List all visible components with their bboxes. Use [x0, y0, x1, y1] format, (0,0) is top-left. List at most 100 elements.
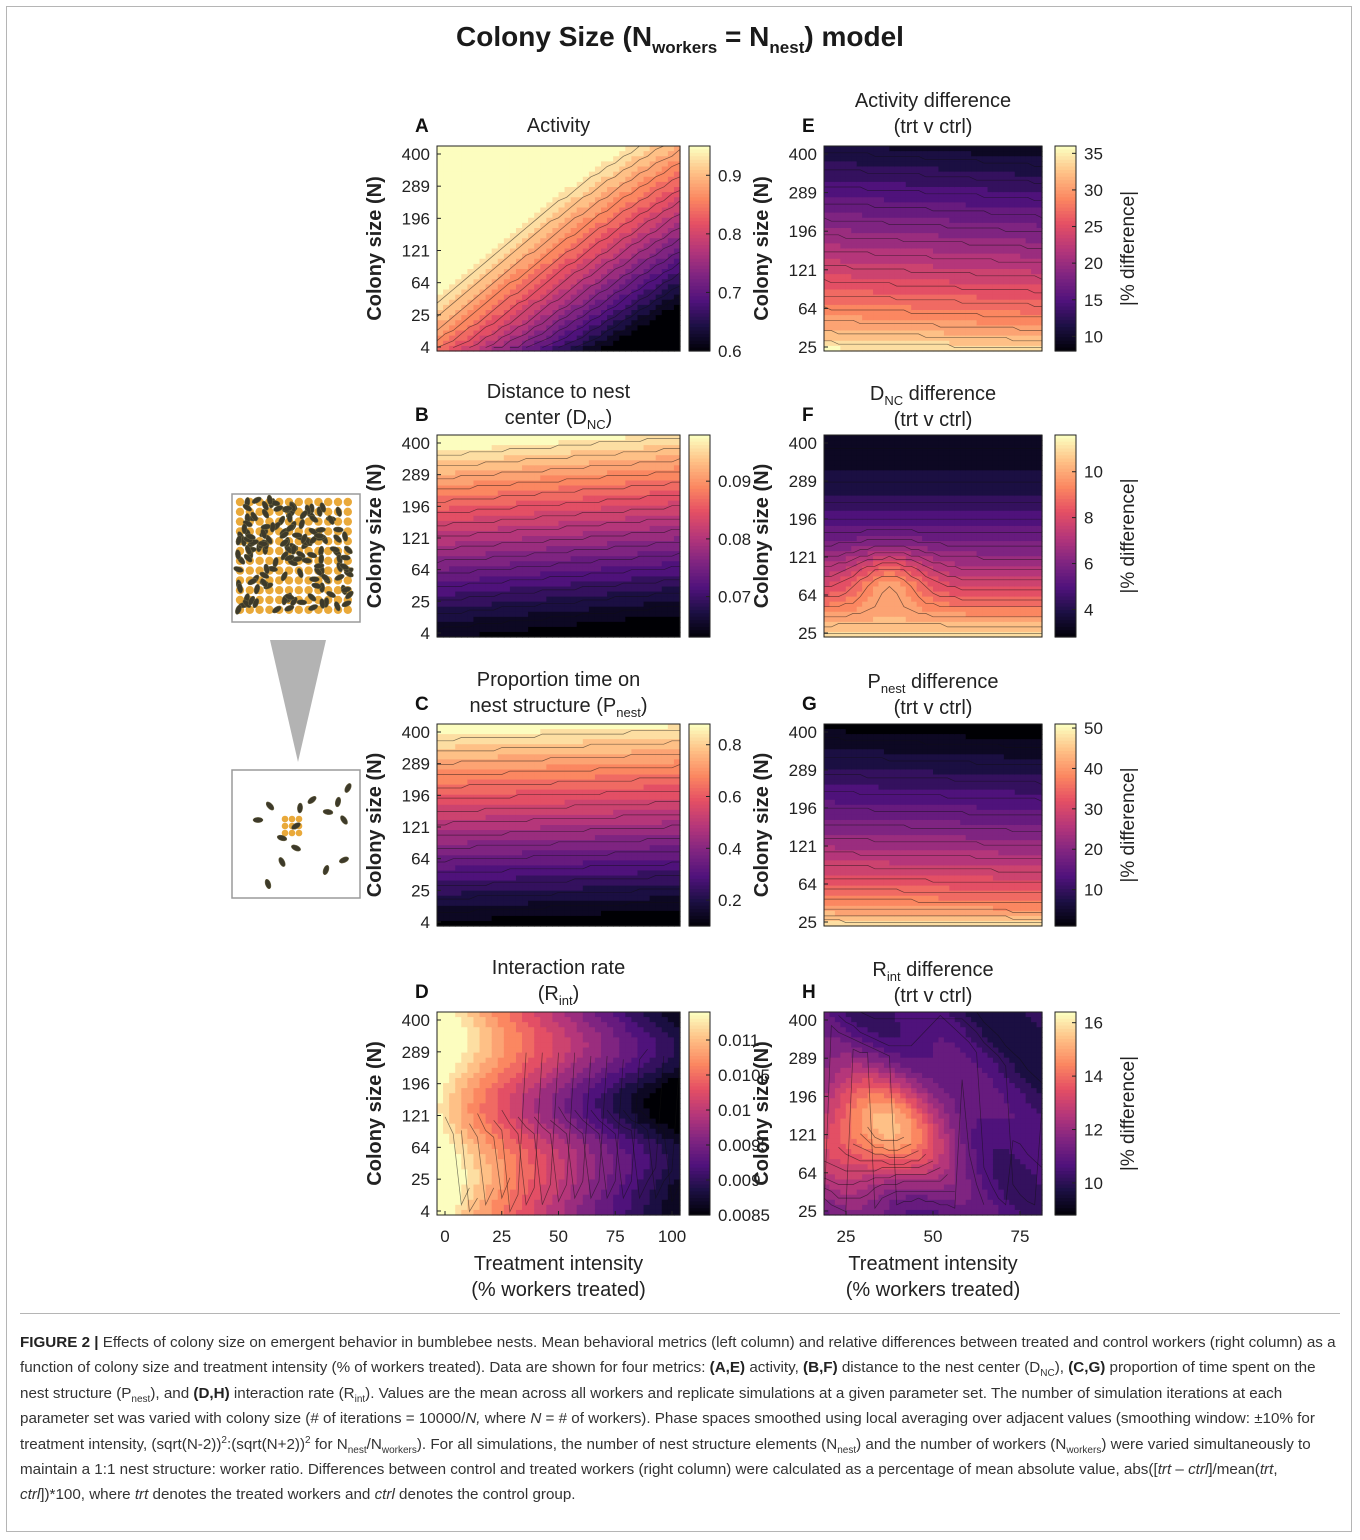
heatmap-cell: [455, 197, 462, 203]
heatmap-cell: [461, 591, 468, 598]
heatmap-cell: [655, 855, 663, 861]
heatmap-cell: [582, 176, 590, 183]
heatmap-cell: [461, 310, 468, 316]
heatmap-cell: [437, 315, 444, 321]
heatmap-cell: [558, 571, 566, 577]
heatmap-cell: [449, 500, 456, 507]
heatmap-cell: [485, 335, 493, 342]
heatmap-cell: [515, 161, 523, 168]
heatmap-cell: [607, 809, 614, 816]
heatmap-cell: [449, 187, 456, 193]
heatmap-cell: [667, 764, 675, 771]
heatmap-cell: [540, 581, 547, 588]
heatmap-cell: [643, 895, 651, 902]
heatmap-cell: [570, 192, 578, 198]
colorbar-step: [689, 330, 710, 335]
heatmap-cell: [449, 860, 456, 866]
heatmap-cell: [625, 769, 632, 776]
heatmap-cell: [437, 340, 444, 347]
heatmap-cell: [497, 890, 505, 897]
heatmap-cell: [509, 779, 517, 786]
heatmap-cell: [673, 279, 681, 285]
heatmap-cell: [515, 222, 523, 229]
heatmap-cell: [619, 146, 626, 152]
heatmap-cell: [528, 774, 535, 781]
heatmap-cell: [564, 885, 572, 892]
heatmap-cell: [576, 626, 584, 633]
heatmap-cell: [485, 315, 493, 321]
heatmap-cell: [673, 581, 681, 588]
heatmap-cell: [473, 450, 481, 456]
heatmap-cell: [673, 729, 681, 735]
contour-line: [437, 579, 680, 601]
heatmap-cell: [552, 294, 560, 301]
heatmap-cell: [576, 274, 584, 280]
heatmap-cell: [643, 724, 651, 730]
heatmap-cell: [522, 243, 529, 250]
heatmap-cell: [449, 900, 456, 907]
heatmap-cell: [564, 253, 572, 260]
heatmap-cell: [570, 228, 578, 234]
heatmap-cell: [461, 192, 468, 198]
heatmap-cell: [503, 814, 511, 821]
heatmap-cell: [443, 445, 450, 451]
heatmap-cell: [515, 325, 523, 332]
heatmap-cell: [540, 279, 547, 285]
heatmap-cell: [661, 340, 669, 347]
heatmap-cell: [473, 809, 481, 816]
heatmap-cell: [509, 146, 517, 152]
heatmap-cell: [661, 470, 669, 476]
heatmap-cell: [655, 875, 663, 882]
heatmap-cell: [443, 784, 450, 791]
heatmap-cell: [619, 870, 626, 877]
heatmap-cell: [661, 611, 669, 618]
heatmap-cell: [528, 860, 535, 866]
heatmap-cell: [613, 870, 620, 877]
heatmap-cell: [576, 181, 584, 188]
heatmap-cell: [570, 450, 578, 456]
heatmap-cell: [485, 475, 493, 482]
heatmap-cell: [667, 440, 675, 446]
heatmap-cell: [515, 495, 523, 502]
heatmap-cell: [558, 729, 566, 735]
heatmap-cell: [655, 156, 663, 162]
heatmap-cell: [631, 865, 639, 872]
heatmap-cell: [601, 217, 608, 224]
heatmap-cell: [540, 870, 547, 877]
heatmap-cell: [673, 233, 681, 239]
heatmap-cell: [649, 845, 657, 851]
heatmap-cell: [588, 515, 596, 522]
contour-line: [436, 145, 664, 318]
heatmap-cell: [673, 269, 681, 275]
heatmap-cell: [534, 744, 541, 750]
heatmap-cell: [661, 536, 669, 542]
heatmap-cell: [449, 910, 456, 917]
heatmap-cell: [491, 779, 499, 786]
heatmap-cell: [485, 156, 493, 162]
heatmap-cell: [443, 774, 450, 781]
heatmap-cell: [643, 470, 651, 476]
heatmap-cell: [449, 920, 456, 927]
heatmap-cell: [528, 470, 535, 476]
heatmap-cell: [564, 910, 572, 917]
heatmap-cell: [515, 310, 523, 316]
heatmap-cell: [643, 217, 651, 224]
heatmap-cell: [503, 495, 511, 502]
heatmap-cell: [588, 915, 596, 922]
heatmap-cell: [497, 500, 505, 507]
heatmap-cell: [594, 910, 602, 917]
heatmap-cell: [637, 910, 645, 917]
heatmap-cell: [479, 289, 487, 296]
heatmap-cell: [509, 525, 517, 532]
heatmap-cell: [528, 435, 535, 441]
heatmap-cell: [473, 299, 481, 306]
heatmap-cell: [473, 885, 481, 892]
heatmap-cell: [588, 197, 596, 203]
colorbar-step: [689, 445, 710, 450]
heatmap-cell: [534, 450, 541, 456]
heatmap-cells: [437, 146, 681, 352]
heatmap-cell: [534, 860, 541, 866]
heatmap-cell: [625, 320, 632, 326]
heatmap-cell: [667, 591, 675, 598]
heatmap-cell: [473, 515, 481, 522]
